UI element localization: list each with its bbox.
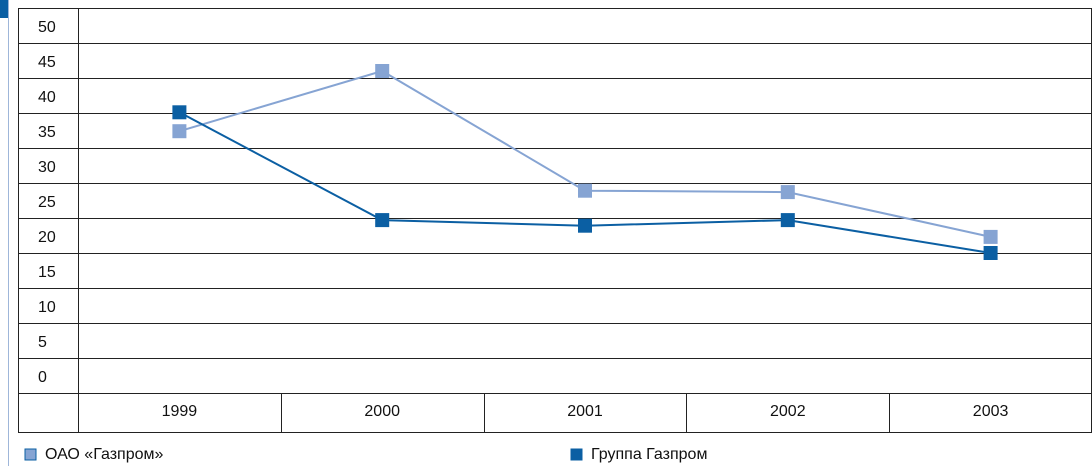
x-tick-label: 2003 [973, 403, 1009, 420]
y-tick-label: 10 [38, 299, 56, 316]
y-tick-label: 35 [38, 124, 56, 141]
series-line [179, 69, 991, 238]
legend-label: Группа Газпром [591, 446, 707, 463]
point-marker [172, 124, 187, 139]
y-tick-label: 0 [38, 369, 47, 386]
point-marker [780, 213, 795, 228]
x-tick-label: 2001 [567, 403, 603, 420]
y-tick-label: 30 [38, 159, 56, 176]
frame [18, 8, 1092, 433]
x-tick-label: 2000 [364, 403, 400, 420]
legend-swatch [570, 448, 583, 461]
point-marker [578, 218, 592, 233]
y-tick-label: 50 [38, 19, 56, 36]
point-marker [172, 105, 187, 120]
y-tick-label: 40 [38, 89, 56, 106]
legend-label: ОАО «Газпром» [45, 446, 163, 463]
point-marker [578, 183, 592, 198]
y-tick-label: 45 [38, 54, 56, 71]
point-marker [375, 213, 390, 228]
point-marker [983, 246, 998, 260]
x-tick-label: 1999 [162, 403, 198, 420]
point-marker [983, 229, 998, 244]
x-tick-label: 2002 [770, 403, 806, 420]
y-tick-label: 20 [38, 229, 56, 246]
corner-marker [0, 0, 8, 18]
point-marker [780, 185, 795, 200]
y-tick-label: 25 [38, 194, 56, 211]
y-tick-label: 15 [38, 264, 56, 281]
point-marker [375, 64, 390, 78]
legend-swatch [24, 448, 37, 461]
y-tick-label: 5 [38, 334, 47, 351]
